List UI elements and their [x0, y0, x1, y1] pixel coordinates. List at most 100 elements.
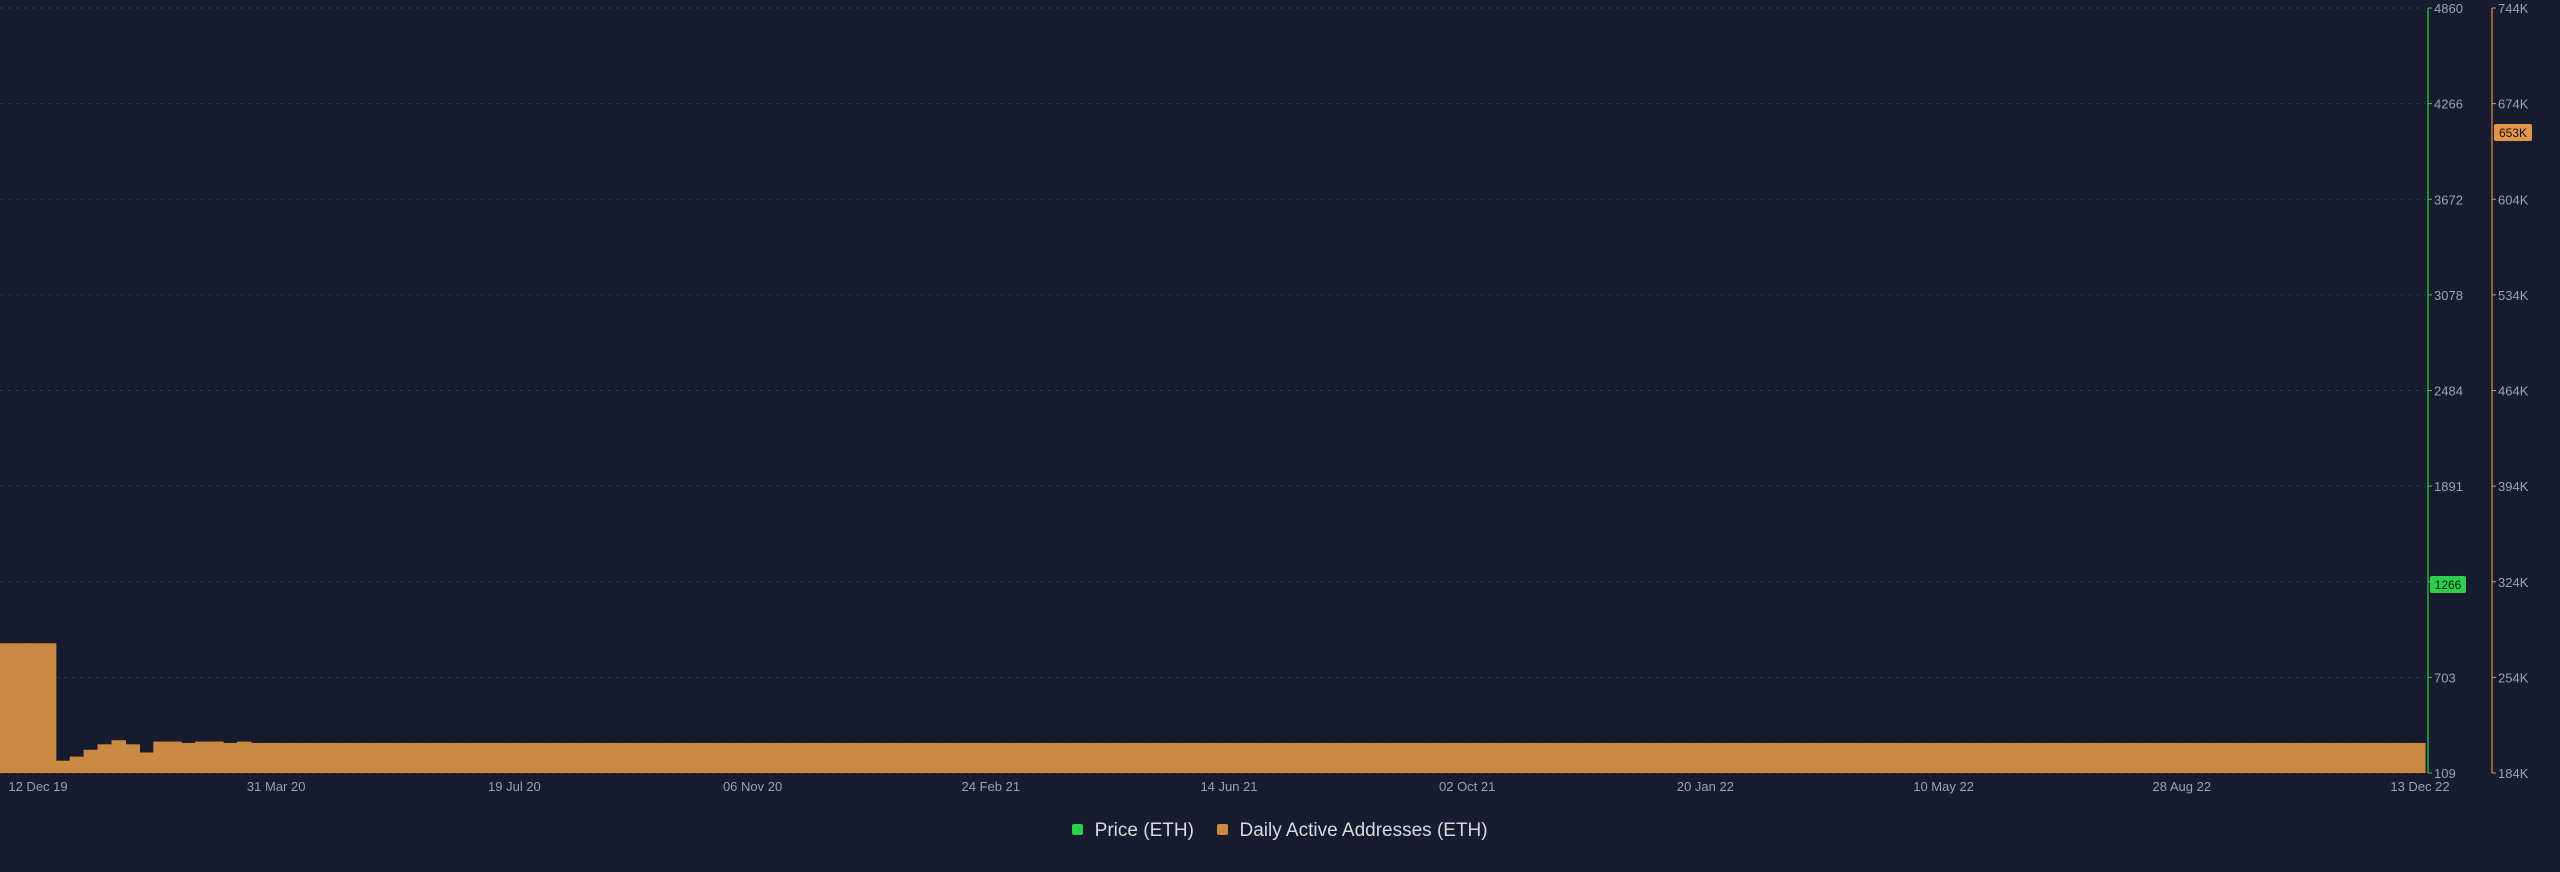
x-tick-label: 02 Oct 21 — [1439, 779, 1495, 794]
x-tick-label: 19 Jul 20 — [488, 779, 541, 794]
daa-bar — [334, 742, 350, 773]
daa-bar — [1212, 742, 1228, 773]
daa-bar — [1435, 742, 1451, 773]
daa-bar — [682, 742, 698, 773]
daa-bar — [1407, 742, 1423, 773]
daa-bar — [933, 742, 949, 773]
daa-bar — [1965, 742, 1980, 773]
daa-bar — [1087, 742, 1102, 773]
left-tick-label: 109 — [2434, 766, 2456, 781]
daa-bar — [627, 742, 642, 773]
daa-bar — [362, 742, 377, 773]
right-tick-label: 184K — [2498, 766, 2529, 781]
daa-bar — [1017, 742, 1032, 773]
daa-bar — [2020, 742, 2036, 773]
daa-bar — [1463, 742, 1478, 773]
daa-bar — [641, 742, 656, 773]
legend-label-daa: Daily Active Addresses (ETH) — [1239, 820, 1488, 841]
legend-item-daa[interactable]: Daily Active Addresses (ETH) — [1217, 820, 1488, 842]
right-tick-label: 254K — [2498, 670, 2529, 685]
daa-bar — [1700, 742, 1715, 773]
daa-bar — [947, 742, 963, 773]
daa-bar — [599, 742, 614, 773]
daa-bar — [2006, 742, 2022, 773]
daa-bar — [1560, 742, 1576, 773]
daa-bar — [0, 643, 15, 773]
daa-bar — [1797, 742, 1813, 773]
left-tick-label: 2484 — [2434, 384, 2463, 399]
daa-bar — [1296, 742, 1311, 773]
legend-swatch-daa — [1217, 824, 1229, 835]
daa-bar — [2202, 742, 2217, 773]
daa-bar — [1867, 742, 1883, 773]
daa-bar — [668, 742, 684, 773]
daa-bar — [1644, 742, 1660, 773]
daa-bar — [724, 742, 740, 773]
daa-bar — [306, 742, 322, 773]
daa-bar — [919, 742, 935, 773]
daa-bar — [2229, 742, 2245, 773]
daa-bar — [557, 742, 573, 773]
daa-bar — [2034, 742, 2050, 773]
bars-layer — [0, 643, 2426, 773]
daa-bar — [1574, 742, 1590, 773]
daa-bar — [236, 741, 252, 773]
daa-bar — [2188, 742, 2203, 773]
daa-bar — [1742, 742, 1757, 773]
daa-bar — [975, 742, 991, 773]
left-tick-label: 4266 — [2434, 97, 2463, 112]
daa-bar — [487, 742, 503, 773]
axes-layer — [2427, 7, 2496, 774]
right-tick-label: 744K — [2498, 1, 2529, 16]
right-tick-label: 324K — [2498, 575, 2529, 590]
daa-bar — [1546, 742, 1562, 773]
daa-bar — [1825, 742, 1841, 773]
daa-bar — [1059, 742, 1074, 773]
daa-bar — [2174, 742, 2189, 773]
daa-bar — [320, 742, 336, 773]
daa-bar — [2104, 742, 2119, 773]
daa-bar — [1519, 742, 1534, 773]
daa-bar — [1616, 742, 1632, 773]
daa-bar — [2299, 742, 2315, 773]
daa-bar — [1393, 742, 1409, 773]
daa-bar — [1323, 742, 1339, 773]
daa-bar — [752, 742, 768, 773]
daa-bar — [167, 741, 182, 773]
daa-bar — [1379, 742, 1395, 773]
daa-bar — [836, 742, 851, 773]
daa-bar — [2132, 742, 2147, 773]
daa-bar — [2215, 742, 2231, 773]
daa-bar — [1198, 742, 1214, 773]
daa-bar — [55, 760, 71, 773]
daa-badge — [2494, 124, 2532, 141]
daa-bar — [808, 742, 823, 773]
daa-bar — [1337, 742, 1353, 773]
daa-bar — [2327, 742, 2342, 773]
daa-bar — [1365, 742, 1381, 773]
daa-bar — [2257, 742, 2273, 773]
daa-bar — [69, 756, 85, 773]
daa-bar — [2243, 742, 2259, 773]
daa-bar — [891, 742, 907, 773]
daa-bar — [2118, 742, 2133, 773]
daa-bar — [515, 742, 531, 773]
daa-bar — [696, 742, 712, 773]
daa-bar — [181, 742, 196, 773]
legend-item-price[interactable]: Price (ETH) — [1072, 820, 1194, 842]
daa-bar — [473, 742, 489, 773]
x-tick-label: 12 Dec 19 — [8, 779, 67, 794]
daa-bar — [1351, 742, 1367, 773]
daa-bar — [1602, 742, 1618, 773]
daa-bar — [125, 744, 140, 773]
daa-bar — [83, 749, 99, 773]
daa-bar — [1839, 742, 1855, 773]
daa-bar — [1101, 742, 1116, 773]
daa-bar — [1672, 742, 1687, 773]
daa-bar — [1226, 742, 1241, 773]
daa-bar — [905, 742, 921, 773]
daa-bar — [1156, 742, 1172, 773]
daa-bar — [459, 742, 475, 773]
